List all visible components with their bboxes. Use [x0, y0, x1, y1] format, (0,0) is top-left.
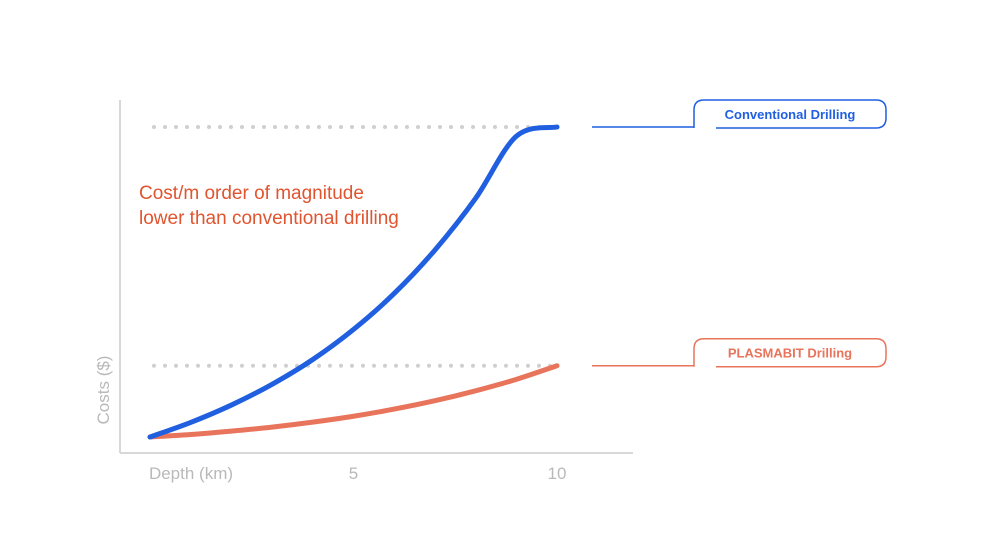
- legend-tag-box: [693, 99, 887, 129]
- annotation-line-1: Cost/m order of magnitude: [139, 183, 364, 204]
- x-tick-label: 10: [548, 464, 567, 483]
- annotation-line-2: lower than conventional drilling: [139, 208, 399, 229]
- series-line: [147, 363, 560, 440]
- y-axis-label: Costs ($): [94, 356, 113, 425]
- legend-label: Conventional Drilling: [725, 107, 856, 122]
- series-line: [147, 124, 560, 440]
- legend-tag-box: [693, 337, 887, 368]
- x-tick-label: 5: [349, 464, 358, 483]
- x-axis-label: Depth (km): [149, 464, 233, 483]
- legend-label: PLASMABIT Drilling: [728, 346, 852, 361]
